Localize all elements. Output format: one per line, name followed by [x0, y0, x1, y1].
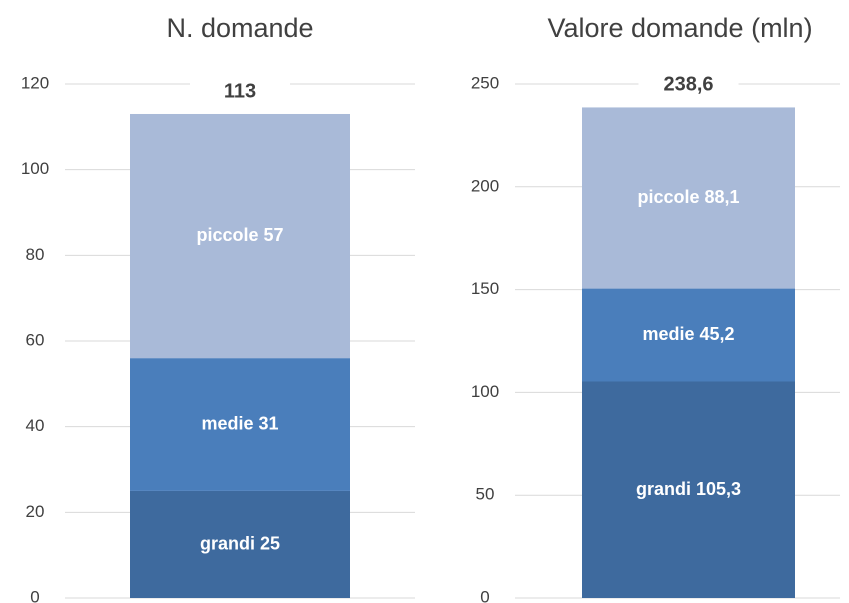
value: 45,2 — [700, 324, 735, 344]
series-name: piccole — [637, 187, 699, 207]
chart: N. domande 0 20 40 60 80 100 120 grandi 25 medie … — [21, 13, 415, 603]
series-name: piccole — [196, 225, 258, 245]
bar-segment — [130, 490, 350, 598]
y-tick-label: 100 — [21, 159, 49, 178]
chart-title: N. domande — [166, 13, 313, 43]
bar-segment — [582, 107, 795, 289]
data-label: piccole 57 — [196, 225, 283, 245]
bar-segment — [582, 381, 795, 598]
chart: Valore domande (mln) 0 50 100 150 200 250 grand… — [471, 13, 840, 603]
y-tick-label: 200 — [471, 176, 499, 195]
data-label: medie 45,2 — [642, 324, 734, 344]
total-label: 113 — [224, 80, 256, 102]
series-name: grandi — [636, 479, 691, 499]
value: 88,1 — [705, 187, 740, 207]
chart-title: Valore domande (mln) — [547, 13, 812, 43]
total-label-bg — [190, 78, 290, 105]
series-name: medie — [201, 413, 253, 433]
value: 25 — [260, 533, 280, 553]
y-tick-label: 0 — [30, 587, 39, 603]
y-tick-label: 60 — [26, 330, 45, 349]
y-tick-label: 50 — [476, 485, 495, 504]
value: 105,3 — [696, 479, 741, 499]
value: 31 — [259, 413, 279, 433]
y-tick-label: 80 — [26, 245, 45, 264]
y-tick-label: 250 — [471, 73, 499, 92]
series-name: grandi — [200, 533, 255, 553]
y-tick-label: 150 — [471, 279, 499, 298]
total-label: 238,6 — [663, 74, 713, 96]
bar-segment — [130, 113, 350, 359]
y-tick-label: 40 — [26, 416, 45, 435]
value: 57 — [264, 225, 284, 245]
total-label-bg — [638, 72, 739, 99]
series-name: medie — [642, 324, 694, 344]
data-label: medie 31 — [201, 413, 278, 433]
y-tick-label: 100 — [471, 382, 499, 401]
y-tick-label: 20 — [26, 502, 45, 521]
bar-segment — [130, 358, 350, 491]
data-label: grandi 105,3 — [636, 479, 741, 499]
data-label: piccole 88,1 — [637, 187, 739, 207]
bar-segment — [582, 288, 795, 382]
y-tick-label: 0 — [480, 587, 489, 603]
y-tick-label: 120 — [21, 73, 49, 92]
data-label: grandi 25 — [200, 533, 280, 553]
